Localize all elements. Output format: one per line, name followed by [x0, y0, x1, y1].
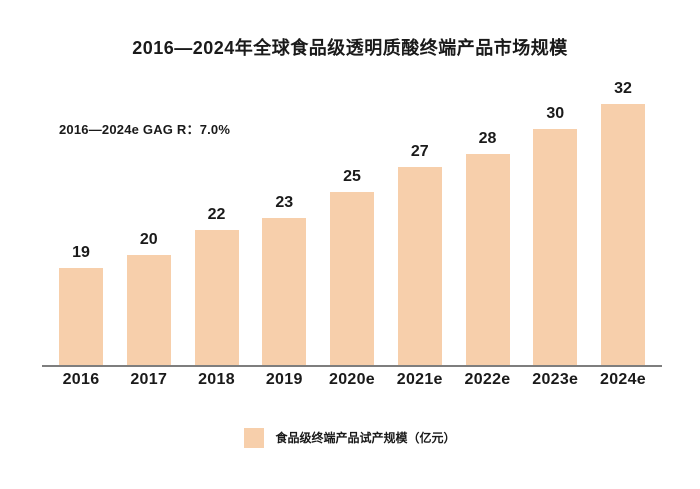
- x-axis-label: 2020e: [329, 371, 375, 388]
- bar: [262, 218, 307, 365]
- chart-title: 2016—2024年全球食品级透明质酸终端产品市场规模: [132, 38, 568, 58]
- legend-swatch-icon: [244, 428, 265, 448]
- bar: [126, 255, 171, 365]
- bar: [397, 167, 442, 365]
- x-axis-label: 2024e: [600, 371, 646, 388]
- plot-area: 19 20 22 23 25 27 28 30 32: [42, 81, 662, 367]
- bar-value-label: 30: [546, 105, 565, 122]
- bar: [601, 104, 645, 365]
- cagr-annotation: 2016—2024e GAG R：7.0%: [59, 122, 231, 137]
- bar: [465, 154, 510, 365]
- bar-value-label: 19: [72, 244, 90, 261]
- x-axis-label: 2019: [265, 371, 303, 388]
- bar-column: 30: [522, 106, 588, 365]
- x-axis-label: 2017: [130, 371, 168, 388]
- bar-column: 19: [48, 245, 114, 365]
- bar-column: 23: [251, 195, 317, 365]
- x-axis-label: 2023e: [532, 371, 579, 388]
- bar-column: 32: [590, 81, 656, 365]
- bar-value-label: 23: [275, 194, 294, 211]
- bar-value-label: 22: [207, 206, 226, 223]
- bar-value-label: 25: [343, 168, 361, 185]
- bar-value-label: 32: [614, 80, 632, 97]
- bar-value-label: 27: [410, 143, 429, 160]
- bar-column: 25: [319, 169, 385, 365]
- bar-column: 20: [116, 232, 182, 365]
- bar: [533, 129, 578, 365]
- bar: [59, 268, 103, 365]
- legend: 食品级终端产品试产规模（亿元）: [0, 428, 700, 448]
- bar: [330, 192, 374, 365]
- bars-row: 19 20 22 23 25 27 28 30 32: [42, 81, 662, 365]
- bar-value-label: 28: [478, 130, 497, 147]
- x-axis-labels: 2016 2017 2018 2019 2020e 2021e 2022e 2023e 2024…: [42, 371, 662, 389]
- bar: [194, 230, 239, 365]
- legend-label: 食品级终端产品试产规模（亿元）: [275, 431, 456, 445]
- x-axis-label: 2016: [62, 371, 100, 388]
- bar-value-label: 20: [139, 231, 158, 248]
- x-axis-label: 2022e: [464, 371, 511, 388]
- bar-column: 27: [387, 144, 453, 365]
- bar-column: 28: [455, 131, 521, 365]
- x-axis-label: 2021e: [396, 371, 443, 388]
- bar-column: 22: [184, 207, 250, 365]
- x-axis-label: 2018: [198, 371, 235, 388]
